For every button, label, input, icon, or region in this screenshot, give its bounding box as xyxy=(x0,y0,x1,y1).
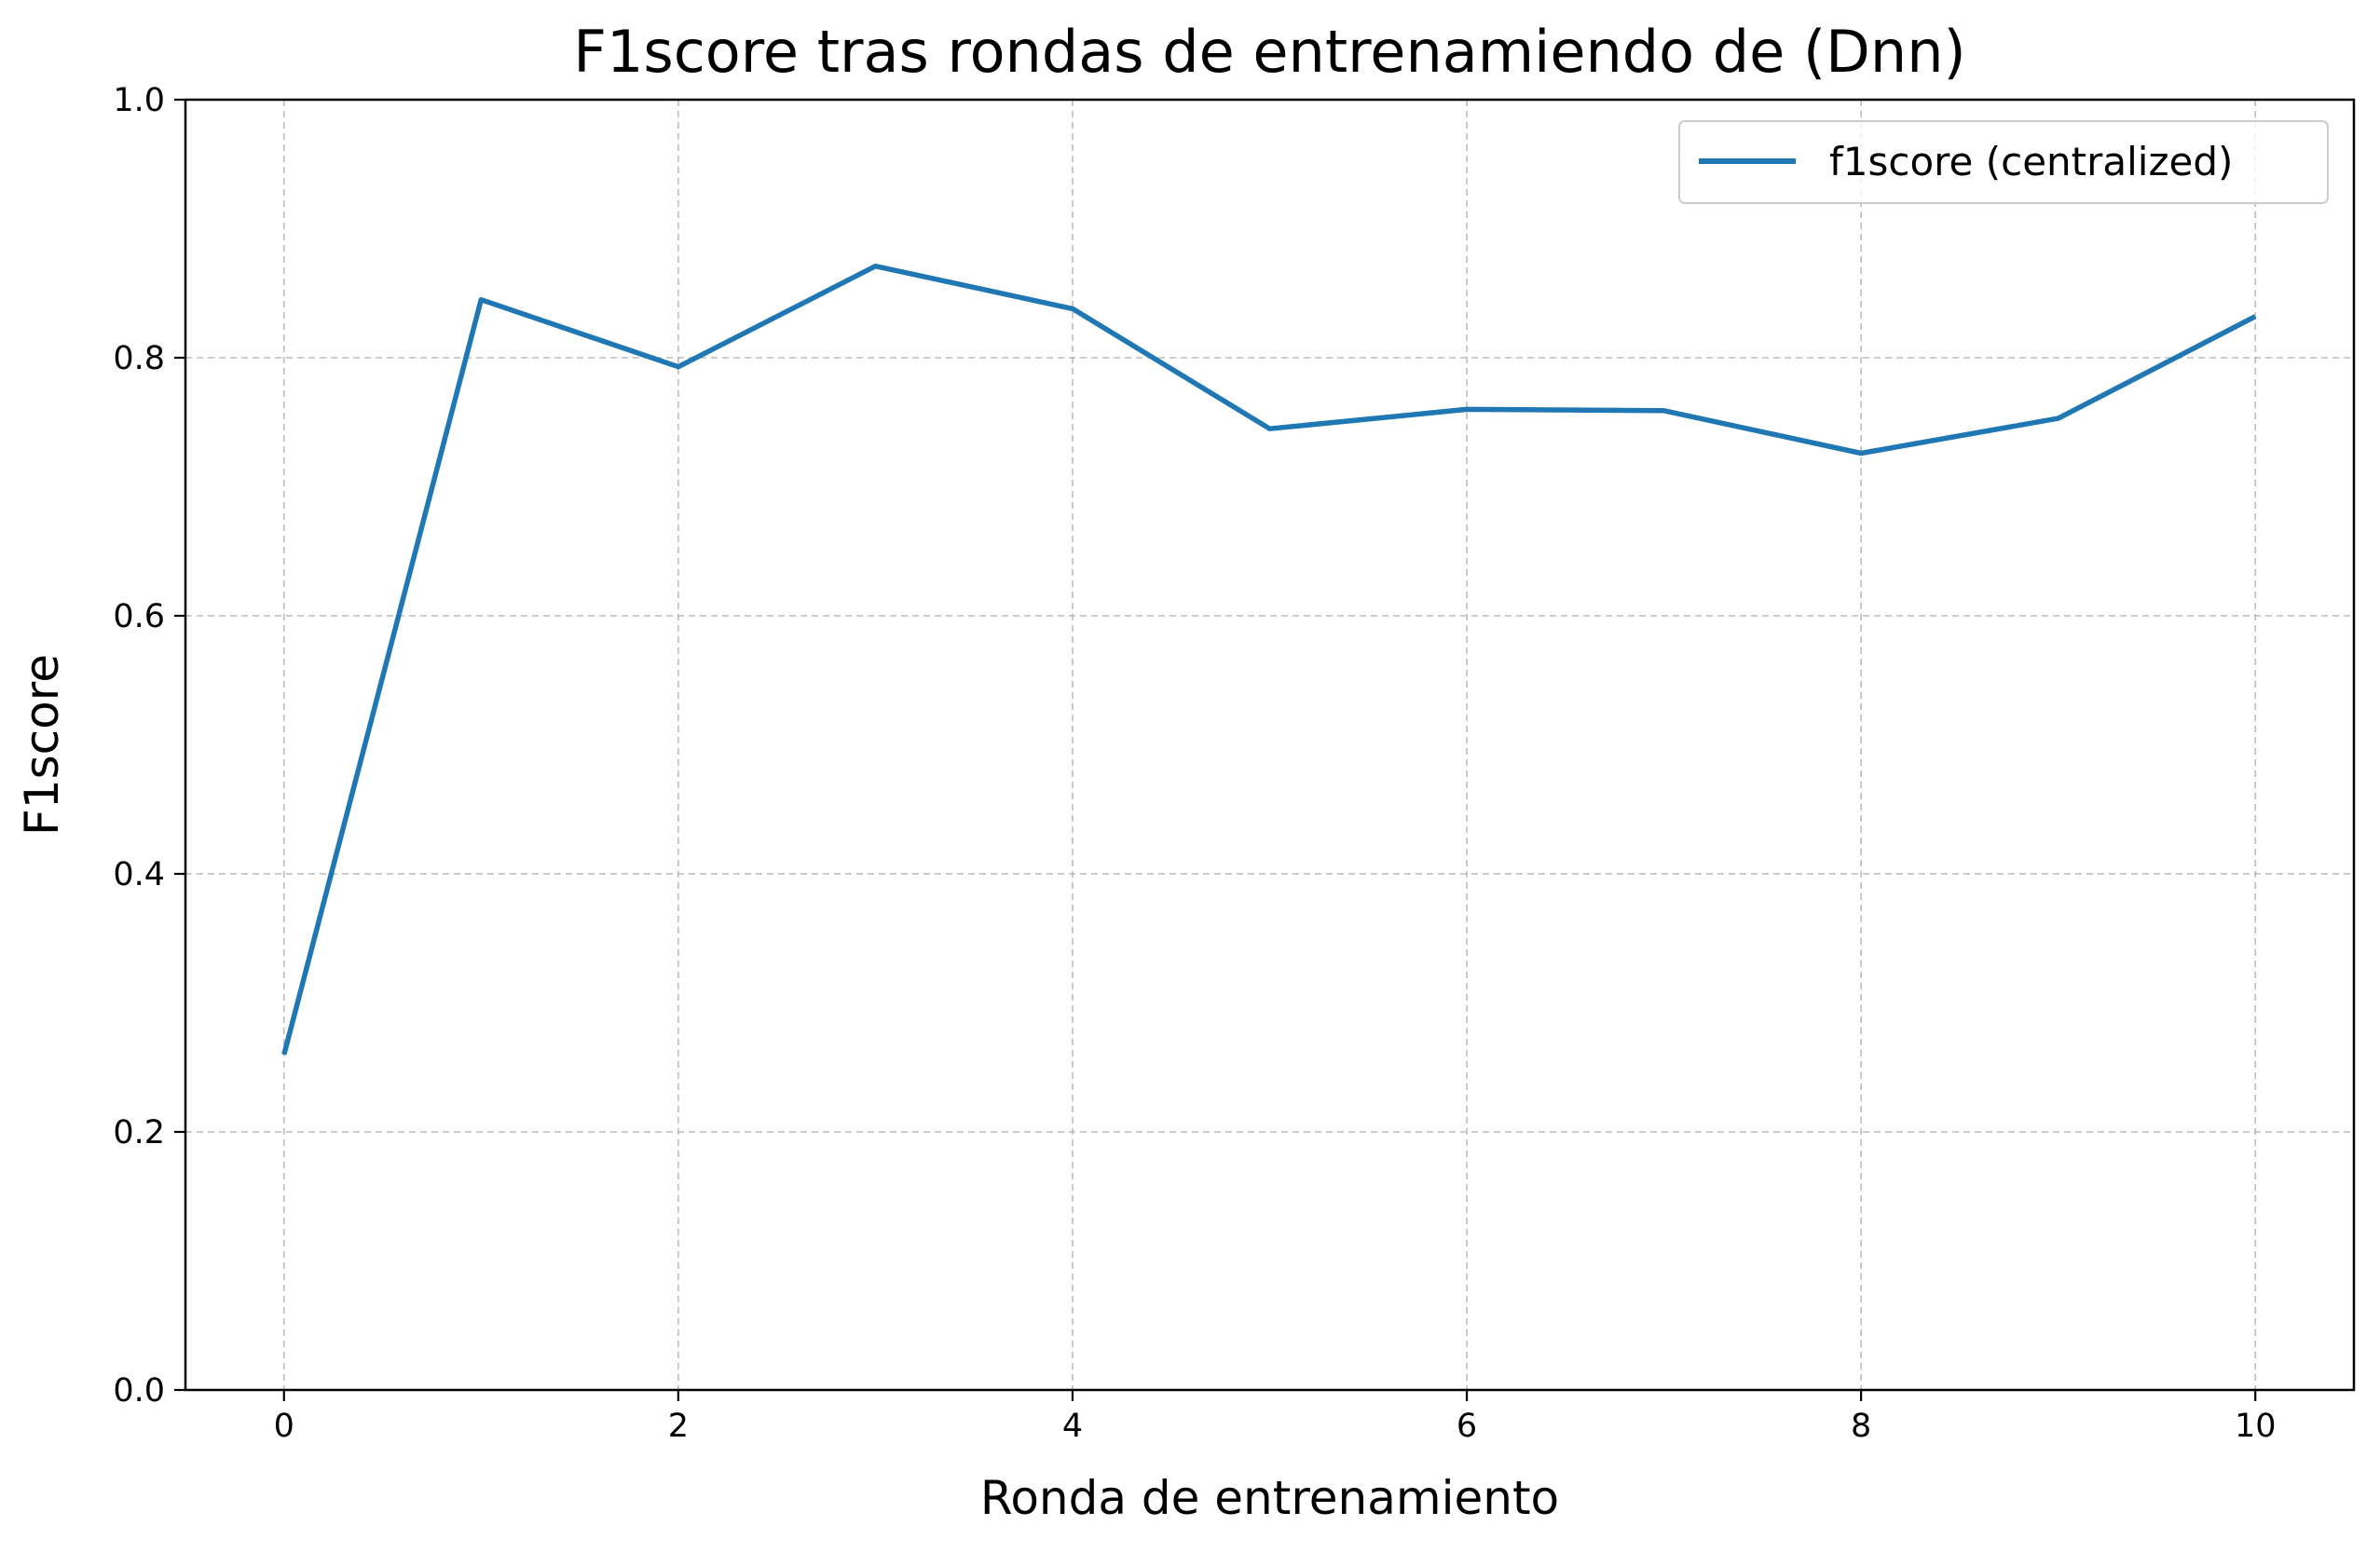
plot-frame xyxy=(184,98,2356,1392)
x-tick-label: 2 xyxy=(668,1408,689,1445)
chart-title: F1score tras rondas de entrenamiendo de … xyxy=(573,18,1965,86)
y-tick-label: 0.2 xyxy=(113,1114,165,1151)
x-tick-label: 8 xyxy=(1851,1408,1871,1445)
y-tick-label: 0.4 xyxy=(113,856,165,893)
legend-box xyxy=(1678,120,2329,204)
x-tick-label: 6 xyxy=(1457,1408,1477,1445)
y-tick-label: 1.0 xyxy=(113,82,165,119)
x-axis-title: Ronda de entrenamiento xyxy=(980,1471,1559,1525)
x-tick-label: 4 xyxy=(1062,1408,1083,1445)
ticks: 0 2 4 6 8 10 0.0 0.2 0.4 0.6 0.8 1.0 xyxy=(113,82,2276,1445)
legend: f1score (centralized) xyxy=(1678,120,2329,204)
series-layer xyxy=(281,263,2257,1056)
y-tick-label: 0.0 xyxy=(113,1372,165,1410)
x-tick-label: 0 xyxy=(274,1408,294,1445)
y-tick-label: 0.8 xyxy=(113,340,165,377)
legend-label: f1score (centralized) xyxy=(1829,139,2233,184)
series-line xyxy=(281,263,2257,1056)
y-tick-label: 0.6 xyxy=(113,598,165,635)
y-axis-title: F1score xyxy=(15,654,69,836)
x-tick-label: 10 xyxy=(2235,1408,2277,1445)
